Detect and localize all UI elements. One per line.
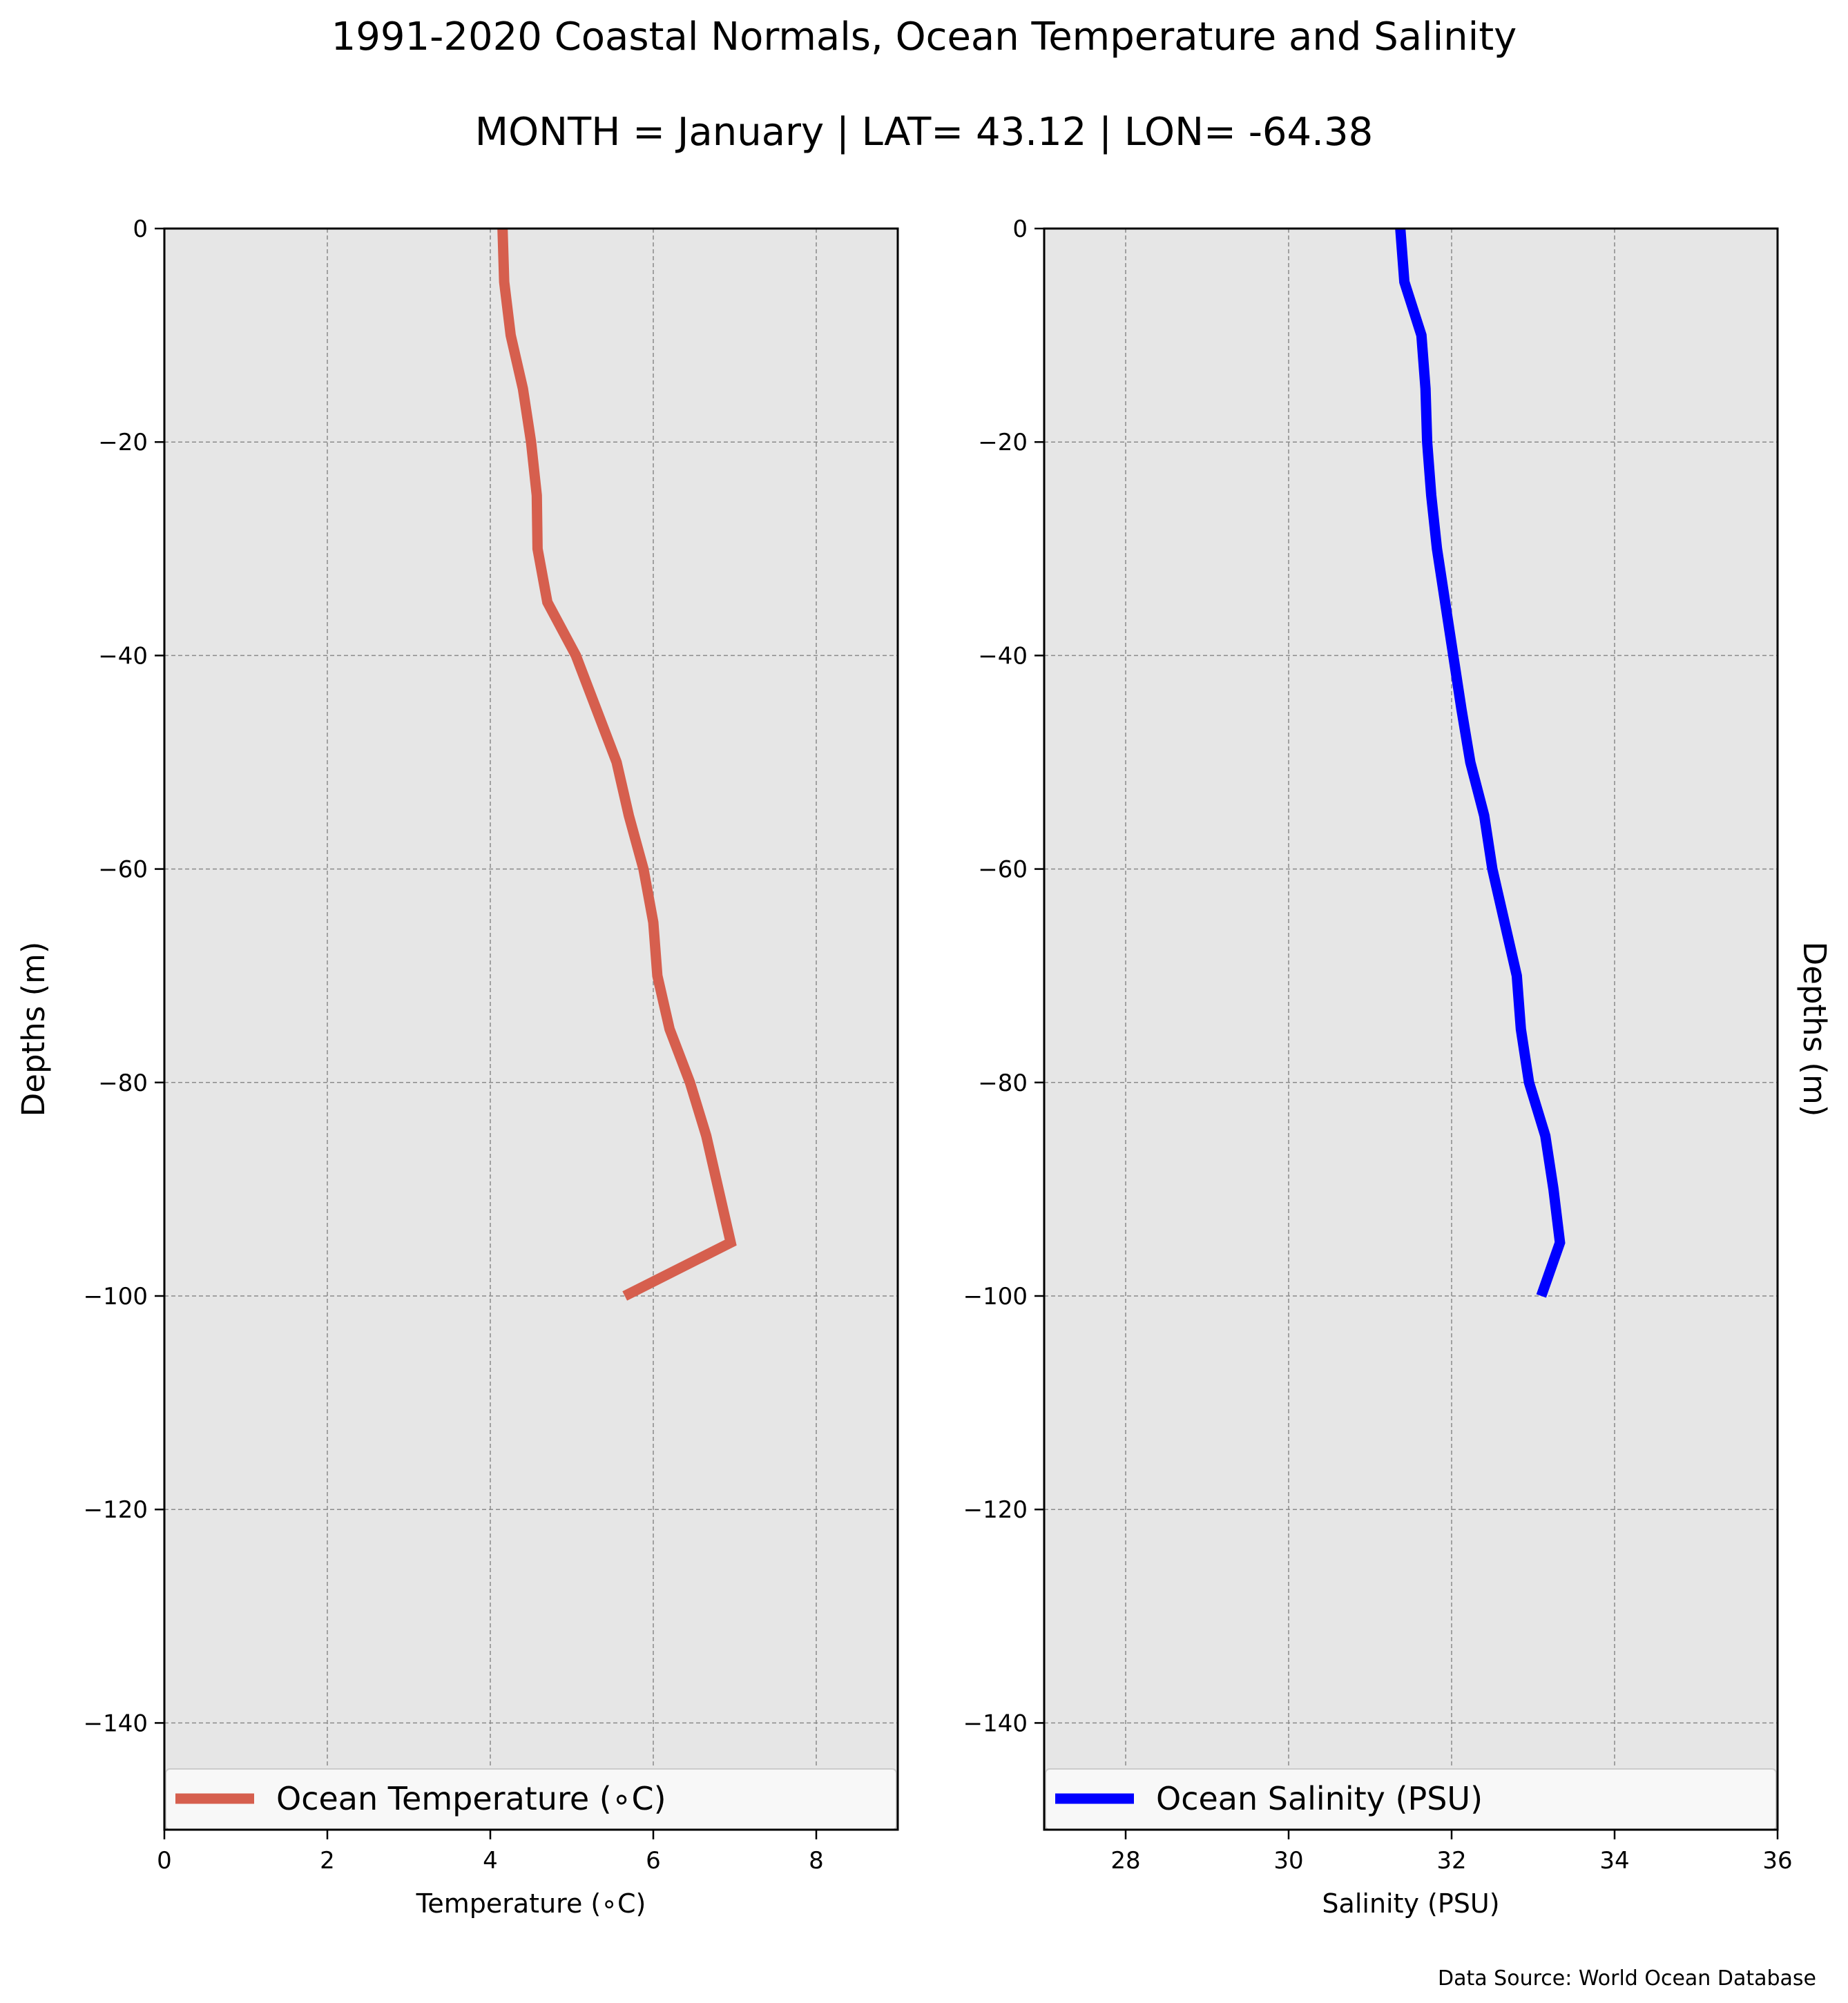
y-tick-label: −20 <box>98 429 148 456</box>
y-tick-label: −80 <box>978 1070 1028 1097</box>
temperature-legend-label: Ocean Temperature (∘C) <box>276 1780 666 1817</box>
y-tick-label: −60 <box>98 856 148 884</box>
y-tick-label: −140 <box>963 1710 1028 1737</box>
temperature-axes-frame <box>163 227 899 1831</box>
salinity-plot-area <box>1044 229 1778 1830</box>
salinity-legend-label: Ocean Salinity (PSU) <box>1156 1780 1483 1817</box>
x-tick-label: 34 <box>1599 1847 1629 1875</box>
salinity-y-axis-label: Depths (m) <box>1796 942 1833 1117</box>
y-tick-label: −120 <box>963 1496 1028 1524</box>
y-tick-label: −120 <box>84 1496 148 1524</box>
y-tick-label: −100 <box>84 1283 148 1310</box>
temperature-x-axis-label: Temperature (∘C) <box>416 1888 646 1919</box>
y-tick-label: 0 <box>133 215 148 243</box>
x-tick-label: 6 <box>646 1847 661 1875</box>
y-tick-label: −100 <box>963 1283 1028 1310</box>
salinity-ticks: 28 30 32 34 36 0 −20 −40 −60 −80 −100 −120 −140 <box>963 215 1793 1875</box>
temperature-y-axis-label: Depths (m) <box>15 942 52 1117</box>
y-tick-label: −20 <box>978 429 1028 456</box>
figure-subtitle: MONTH = January | LAT= 43.12 | LON= -64.… <box>475 110 1373 155</box>
salinity-x-axis-label: Salinity (PSU) <box>1322 1888 1499 1919</box>
x-tick-label: 4 <box>483 1847 498 1875</box>
x-tick-label: 32 <box>1436 1847 1466 1875</box>
data-source-note: Data Source: World Ocean Database <box>1438 1966 1816 1991</box>
salinity-axes-frame <box>1043 227 1779 1831</box>
x-tick-label: 28 <box>1110 1847 1140 1875</box>
temperature-profile-line <box>497 228 737 1301</box>
y-tick-label: −60 <box>978 856 1028 884</box>
temperature-plot-area <box>164 229 898 1830</box>
y-tick-label: −40 <box>978 642 1028 670</box>
salinity-gridlines <box>1044 229 1778 1830</box>
temperature-panel: Ocean Temperature (∘C) 0 2 4 6 8 0 −20 −40 −60 −8… <box>15 215 899 1919</box>
x-tick-label: 36 <box>1762 1847 1792 1875</box>
y-tick-label: −80 <box>98 1070 148 1097</box>
temperature-ticks: 0 2 4 6 8 0 −20 −40 −60 −80 −100 −120 −140 <box>84 215 824 1875</box>
x-tick-label: 0 <box>157 1847 172 1875</box>
salinity-panel: Ocean Salinity (PSU) 28 30 32 34 36 0 −20 −40 −6… <box>963 215 1833 1919</box>
y-tick-label: 0 <box>1012 215 1028 243</box>
y-tick-label: −140 <box>84 1710 148 1737</box>
figure-title: 1991-2020 Coastal Normals, Ocean Tempera… <box>331 14 1517 59</box>
salinity-profile-line <box>1395 228 1566 1298</box>
x-tick-label: 30 <box>1273 1847 1303 1875</box>
x-tick-label: 8 <box>809 1847 824 1875</box>
y-tick-label: −40 <box>98 642 148 670</box>
x-tick-label: 2 <box>320 1847 335 1875</box>
